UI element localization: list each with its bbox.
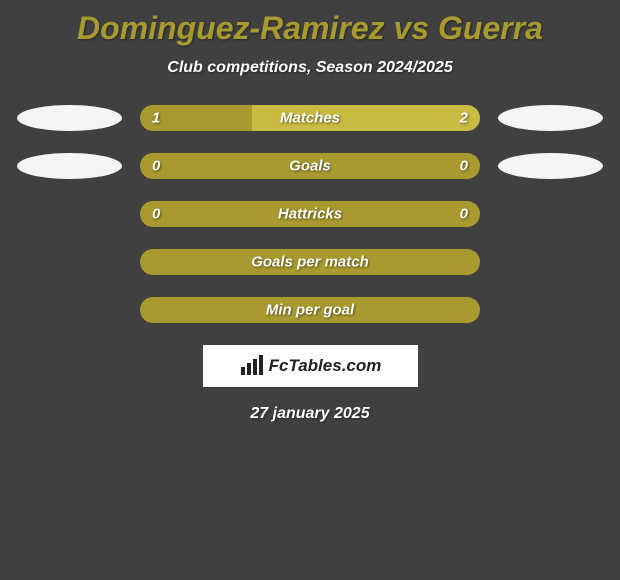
stat-bar-left [140, 153, 310, 179]
stat-bar: Matches 1 2 [140, 105, 480, 131]
bars-icon [239, 355, 265, 377]
stat-value-right: 0 [460, 158, 468, 175]
stat-label: Matches [280, 110, 340, 127]
subtitle: Club competitions, Season 2024/2025 [0, 59, 620, 77]
stat-value-right: 2 [460, 110, 468, 127]
stat-bar: Min per goal [140, 297, 480, 323]
date-line: 27 january 2025 [0, 405, 620, 423]
stat-value-right: 0 [460, 206, 468, 223]
player-badge-left [17, 153, 122, 179]
player-badge-right [498, 105, 603, 131]
page-title: Dominguez-Ramirez vs Guerra [0, 10, 620, 47]
stat-value-left: 0 [152, 158, 160, 175]
stat-label: Goals [289, 158, 331, 175]
logo-box: FcTables.com [203, 345, 418, 387]
player-badge-right [498, 153, 603, 179]
stat-bar: Goals 0 0 [140, 153, 480, 179]
stat-bar: Hattricks 0 0 [140, 201, 480, 227]
stat-label: Min per goal [266, 302, 354, 319]
stat-row: Min per goal [0, 297, 620, 323]
stat-row: Goals 0 0 [0, 153, 620, 179]
stat-label: Goals per match [251, 254, 369, 271]
stat-row: Matches 1 2 [0, 105, 620, 131]
stat-value-left: 1 [152, 110, 160, 127]
stat-value-left: 0 [152, 206, 160, 223]
stat-label: Hattricks [278, 206, 342, 223]
logo-text: FcTables.com [269, 356, 382, 376]
container: Dominguez-Ramirez vs Guerra Club competi… [0, 0, 620, 580]
stat-bar-right [310, 153, 480, 179]
logo-inner: FcTables.com [239, 355, 382, 377]
stat-row: Goals per match [0, 249, 620, 275]
bars-area: Matches 1 2 Goals 0 0 Hattricks 0 0 Goals per mat… [0, 105, 620, 323]
player-badge-left [17, 105, 122, 131]
stat-bar: Goals per match [140, 249, 480, 275]
stat-row: Hattricks 0 0 [0, 201, 620, 227]
